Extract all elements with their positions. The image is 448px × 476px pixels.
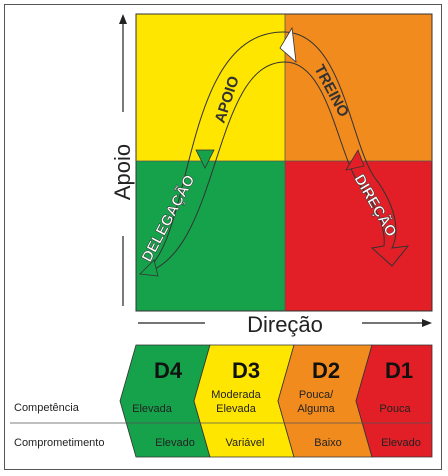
stage-code-d1: D1 (385, 358, 413, 383)
arrow-head-left (195, 149, 215, 169)
arrow-head-right (345, 149, 365, 171)
stage-band: D4 D3 D2 D1 Elevada Moderada Elevada Pou… (119, 344, 433, 458)
curve-band-shape (139, 31, 410, 275)
arrow-head-top (279, 26, 297, 63)
quadrant-bottom-left (136, 161, 285, 311)
comprometimento-d2: Baixo (314, 437, 342, 449)
competencia-d3-line1: Moderada (211, 389, 261, 401)
arrow-head-bottom-left (139, 259, 159, 277)
comprometimento-d4: Elevado (155, 437, 195, 449)
quadrant-top-left (136, 14, 285, 161)
stage-code-d2: D2 (312, 358, 340, 383)
competencia-d3-line2: Elevada (216, 403, 257, 415)
curve-band (139, 31, 410, 275)
diagram-frame (4, 4, 442, 470)
row-label-comprometimento: Comprometimento (14, 437, 104, 449)
y-axis-arrow-icon (119, 14, 127, 24)
stage-code-d3: D3 (232, 358, 260, 383)
stage-chevron-d1 (355, 344, 433, 458)
quadrant-outline (135, 13, 433, 312)
x-axis-arrow-icon (422, 319, 432, 327)
y-axis-label: Apoio (110, 144, 135, 200)
comprometimento-d1: Elevado (381, 437, 421, 449)
x-axis: Direção (138, 312, 432, 337)
x-axis-label: Direção (247, 312, 323, 337)
row-label-competencia: Competência (14, 402, 80, 414)
quadrant-top-right (285, 14, 432, 161)
comprometimento-d3: Variável (226, 437, 265, 449)
quadrant-bottom-right (285, 161, 432, 311)
y-axis: Apoio (110, 14, 135, 306)
competencia-d2-line2: Alguma (297, 403, 335, 415)
stage-code-d4: D4 (154, 358, 183, 383)
competencia-d2-line1: Pouca/ (299, 389, 334, 401)
competencia-d4: Elevada (132, 403, 173, 415)
competencia-d1: Pouca (379, 403, 411, 415)
